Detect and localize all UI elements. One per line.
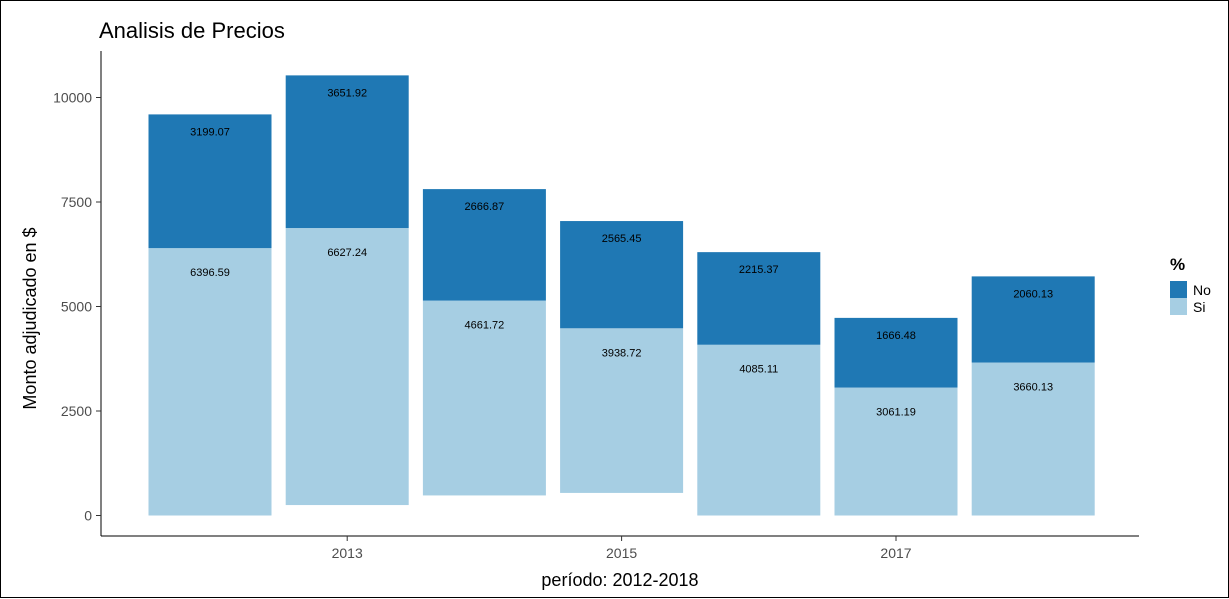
- y-tick-label-2500: 2500: [61, 403, 92, 419]
- x-axis-ticks: 2013 2015 2017: [332, 536, 912, 561]
- y-tick-label-5000: 5000: [61, 299, 92, 315]
- data-labels-layer: 6396.59 3199.07 6627.24 3651.92 4661.72 2666.…: [190, 87, 1053, 418]
- data-label-no-2017: 1666.48: [876, 330, 916, 342]
- bar-si-2018: [971, 362, 1095, 516]
- data-label-si-2016: 4085.11: [739, 364, 778, 376]
- bar-no-2017: [834, 317, 958, 388]
- bar-no-2012: [148, 114, 272, 249]
- bar-si-2013: [285, 228, 409, 506]
- bar-no-2013: [285, 75, 409, 229]
- chart-title: Analisis de Precios: [99, 18, 285, 43]
- data-label-si-2013: 6627.24: [327, 247, 367, 259]
- legend-label-si: Si: [1193, 299, 1205, 315]
- data-label-no-2016: 2215.37: [739, 264, 779, 276]
- data-label-no-2018: 2060.13: [1013, 288, 1053, 300]
- x-tick-label-2015: 2015: [606, 545, 637, 561]
- data-label-si-2014: 4661.72: [465, 320, 505, 332]
- x-tick-label-2013: 2013: [332, 545, 363, 561]
- data-label-si-2015: 3938.72: [602, 347, 642, 359]
- data-label-no-2012: 3199.07: [190, 126, 230, 138]
- legend-key-no: [1170, 281, 1187, 298]
- data-label-no-2015: 2565.45: [602, 233, 642, 245]
- legend-title: %: [1170, 255, 1185, 274]
- bar-si-2014: [422, 300, 546, 496]
- legend-key-si: [1170, 298, 1187, 315]
- x-tick-label-2017: 2017: [880, 545, 911, 561]
- bar-no-2016: [697, 252, 821, 345]
- bar-si-2016: [697, 344, 821, 516]
- bar-si-2017: [834, 387, 958, 516]
- data-label-no-2013: 3651.92: [327, 87, 367, 99]
- bar-no-2014: [422, 189, 546, 301]
- y-axis-ticks: 0 2500 5000 7500 10000: [53, 90, 101, 524]
- legend-label-no: No: [1193, 282, 1211, 298]
- data-label-no-2014: 2666.87: [465, 201, 505, 213]
- y-tick-label-7500: 7500: [61, 194, 92, 210]
- y-axis-title: Monto adjudicado en $: [20, 227, 40, 409]
- bars-layer: [148, 75, 1095, 516]
- bar-si-2012: [148, 248, 272, 516]
- x-axis-title: período: 2012-2018: [541, 570, 698, 590]
- bar-no-2015: [560, 221, 684, 329]
- bar-si-2015: [560, 328, 684, 493]
- data-label-si-2018: 3660.13: [1013, 382, 1053, 394]
- bar-no-2018: [971, 276, 1095, 363]
- y-tick-label-0: 0: [84, 508, 92, 524]
- data-label-si-2012: 6396.59: [190, 267, 230, 279]
- y-tick-label-10000: 10000: [53, 90, 92, 106]
- data-label-si-2017: 3061.19: [876, 407, 916, 419]
